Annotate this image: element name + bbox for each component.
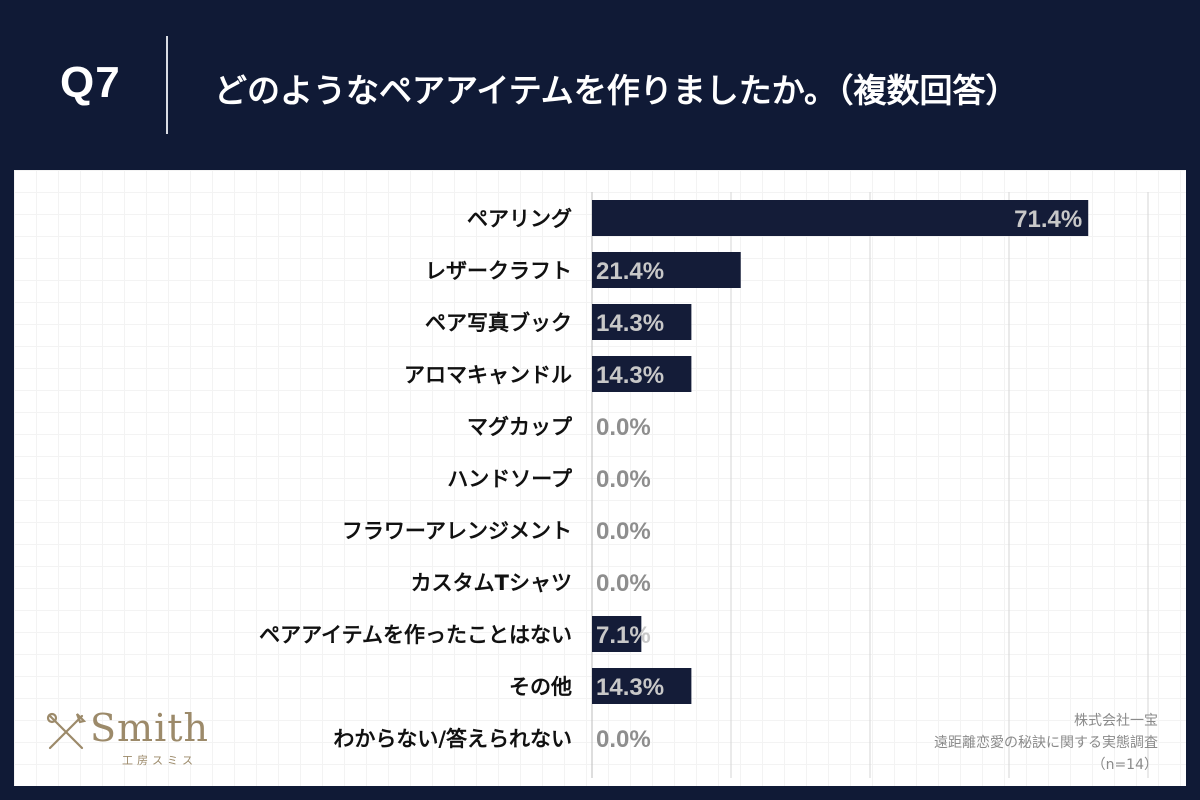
smith-logo: Smith 工房スミス (44, 706, 244, 767)
crossed-tools-icon (46, 712, 87, 750)
value-label: 14.3% (596, 310, 664, 337)
source-company: 株式会社一宝 (1074, 713, 1158, 729)
bar-chart: ペアリング 71.4% レザークラフト 21.4% ペア写真ブック 14.3% アロマキャン… (259, 192, 1149, 778)
category-label: マグカップ (467, 415, 573, 439)
category-label: アロマキャンドル (404, 363, 572, 387)
question-number: Q7 (60, 58, 121, 107)
value-label: 0.0% (596, 466, 651, 493)
value-label: 21.4% (596, 258, 664, 285)
bar (592, 616, 642, 652)
bar (592, 356, 692, 392)
value-label: 0.0% (596, 570, 651, 597)
header-divider (166, 36, 168, 134)
category-label: ペアリング (467, 207, 572, 231)
category-label: フラワーアレンジメント (342, 519, 572, 543)
logo-wordmark: Smith (90, 706, 209, 750)
value-label: 14.3% (596, 362, 664, 389)
category-label: わからない/答えられない (333, 727, 572, 751)
bar (592, 668, 692, 704)
value-label: 71.4% (1014, 206, 1082, 233)
chart-panel: ペアリング 71.4% レザークラフト 21.4% ペア写真ブック 14.3% アロマキャン… (14, 170, 1186, 786)
source-sample: （n=14） (1091, 757, 1158, 773)
value-label: 14.3% (596, 674, 664, 701)
bar (592, 304, 692, 340)
source-note: 株式会社一宝 遠距離恋愛の秘訣に関する実態調査 （n=14） (934, 710, 1158, 776)
category-label: レザークラフト (425, 259, 572, 283)
value-label: 0.0% (596, 414, 651, 441)
value-label: 0.0% (596, 726, 651, 753)
source-survey: 遠距離恋愛の秘訣に関する実態調査 (934, 735, 1158, 751)
bar (592, 200, 1089, 236)
category-label: カスタムTシャツ (411, 571, 572, 595)
value-label: 7.1% (596, 622, 651, 649)
logo-subtitle: 工房スミス (122, 754, 197, 767)
category-label: ペアアイテムを作ったことはない (259, 623, 572, 647)
value-label: 0.0% (596, 518, 651, 545)
header: Q7 どのようなペアアイテムを作りましたか。（複数回答） (0, 0, 1200, 170)
category-label: ハンドソープ (447, 467, 573, 491)
bar (592, 252, 741, 288)
category-label: ペア写真ブック (425, 311, 572, 335)
question-title: どのようなペアアイテムを作りましたか。（複数回答） (214, 71, 1019, 110)
category-label: その他 (509, 675, 572, 699)
